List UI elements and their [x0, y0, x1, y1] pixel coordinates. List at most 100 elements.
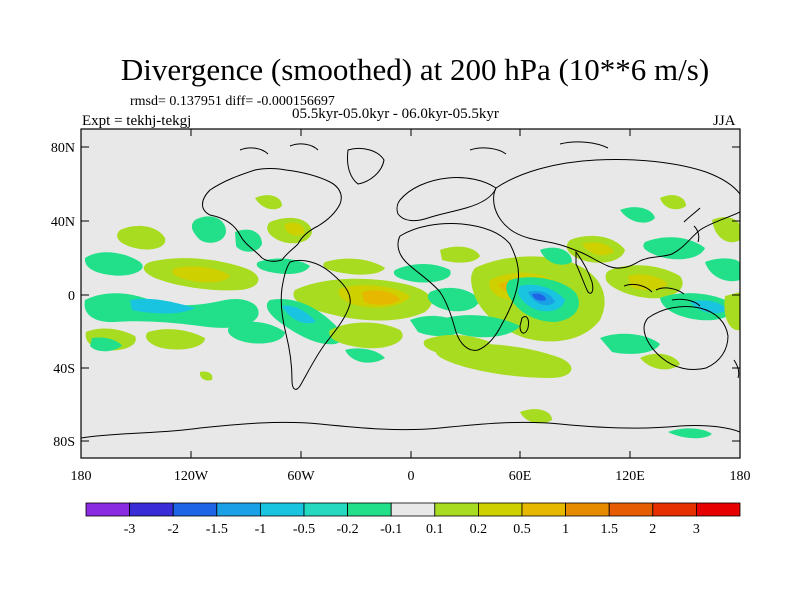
lon-label-120w: 120W	[174, 469, 209, 484]
period-subtitle: 05.5kyr-05.0kyr - 06.0kyr-05.5kyr	[292, 106, 499, 122]
lat-label-eq: 0	[68, 289, 75, 304]
contour-patch	[235, 229, 262, 252]
contour-patch	[329, 322, 403, 349]
contour-patch	[172, 266, 230, 283]
contour-patch	[724, 292, 740, 331]
colorbar-label: 1.5	[600, 522, 618, 537]
contour-patch	[323, 258, 385, 275]
lon-label-180e: 180	[730, 469, 751, 484]
colorbar: -3 -2 -1.5 -1 -0.5 -0.2 -0.1 0.1 0.2 0.5 1 1.5 2 3	[85, 502, 741, 537]
contour-patch	[84, 252, 143, 276]
colorbar-label: 2	[649, 522, 656, 537]
contour-patch	[668, 428, 712, 439]
colorbar-swatch	[521, 502, 566, 517]
contour-patch	[191, 216, 226, 243]
colorbar-label: -1.5	[206, 522, 228, 537]
colorbar-swatch	[259, 502, 305, 517]
coastline-north-america	[202, 168, 342, 262]
lon-label-0: 0	[408, 469, 415, 484]
contour-patch	[532, 293, 546, 301]
colorbar-label: -2	[167, 522, 179, 537]
colorbar-swatch	[390, 502, 436, 517]
contour-patch	[442, 315, 520, 338]
statistics-text: rmsd= 0.137951 diff= -0.000156697	[130, 94, 335, 109]
colorbar-label: 3	[693, 522, 700, 537]
colorbar-label: -0.5	[293, 522, 315, 537]
coastline-new-zealand	[733, 359, 740, 379]
colorbar-swatch	[696, 502, 741, 517]
contour-patch	[643, 237, 705, 260]
colorbar-swatch	[477, 502, 523, 517]
contour-patch	[690, 300, 728, 314]
lon-label-60w: 60W	[287, 469, 315, 484]
colorbar-label: -0.1	[380, 522, 402, 537]
colorbar-label: -0.2	[337, 522, 359, 537]
coastline-south-america	[280, 259, 351, 390]
map-title: Divergence (smoothed) at 200 hPa (10**6 …	[120, 52, 710, 87]
contour-patch	[640, 353, 680, 370]
lat-label-40n: 40N	[51, 215, 75, 230]
latitude-axis: 80N 40N 0 40S 80S	[51, 141, 740, 450]
contour-patch	[117, 225, 166, 250]
lon-label-60e: 60E	[509, 469, 532, 484]
coastline-antarctica	[81, 421, 740, 439]
contour-patch	[362, 290, 400, 305]
contour-patch	[600, 333, 660, 354]
contour-patch	[90, 337, 122, 352]
contour-patch	[520, 409, 552, 424]
lon-label-120e: 120E	[615, 469, 645, 484]
colorbar-label: 0.5	[513, 522, 531, 537]
colorbar-label: -3	[124, 522, 136, 537]
colorbar-swatch	[434, 502, 479, 517]
coastline-australia	[643, 305, 729, 371]
coastline-madagascar	[519, 315, 529, 334]
contour-patch	[145, 329, 205, 350]
contour-patch	[255, 195, 282, 210]
contour-patch	[284, 222, 305, 236]
coastlines	[81, 141, 740, 439]
colorbar-label: 0.1	[426, 522, 444, 537]
lat-label-80n: 80N	[51, 141, 75, 156]
colorbar-swatch	[85, 502, 130, 517]
contour-patch	[199, 371, 213, 381]
contour-patch	[660, 195, 686, 210]
contour-patch	[435, 343, 572, 378]
coastline-japan	[683, 207, 701, 243]
contour-patch	[540, 247, 572, 265]
contour-patch	[130, 298, 195, 314]
colorbar-swatch	[129, 502, 174, 517]
colorbar-swatch	[172, 502, 218, 517]
contour-patch	[440, 246, 480, 263]
colorbar-swatch	[216, 502, 261, 517]
coastline-indonesia	[623, 283, 701, 307]
longitude-axis: 180 120W 60W 0 60E 120E 180	[71, 129, 751, 484]
colorbar-swatch	[652, 502, 697, 517]
contour-patch	[582, 242, 614, 256]
experiment-label: Expt = tekhj-tekgj	[82, 113, 192, 129]
coastline-asia	[493, 159, 740, 269]
contour-patch	[282, 305, 316, 324]
season-label: JJA	[713, 113, 736, 129]
colorbar-swatch	[608, 502, 654, 517]
colorbar-swatch	[565, 502, 610, 517]
contour-patch	[256, 258, 310, 274]
contour-patch	[620, 207, 655, 223]
colorbar-label: 1	[562, 522, 569, 537]
coastline-india	[575, 250, 594, 294]
lon-label-180w: 180	[71, 469, 92, 484]
coastline-arctic-islands	[239, 141, 609, 155]
coastline-greenland	[347, 147, 385, 185]
contour-patch	[345, 348, 385, 363]
contour-patch	[227, 321, 285, 344]
coastline-europe	[396, 177, 497, 222]
colorbar-swatch	[347, 502, 392, 517]
colorbar-label: 0.2	[470, 522, 488, 537]
lat-label-40s: 40S	[53, 362, 75, 377]
contour-patch	[393, 264, 451, 283]
contour-patch	[712, 217, 740, 243]
contour-patch	[705, 258, 740, 282]
contour-patch	[628, 274, 668, 291]
lat-label-80s: 80S	[53, 435, 75, 450]
colorbar-swatch	[303, 502, 348, 517]
